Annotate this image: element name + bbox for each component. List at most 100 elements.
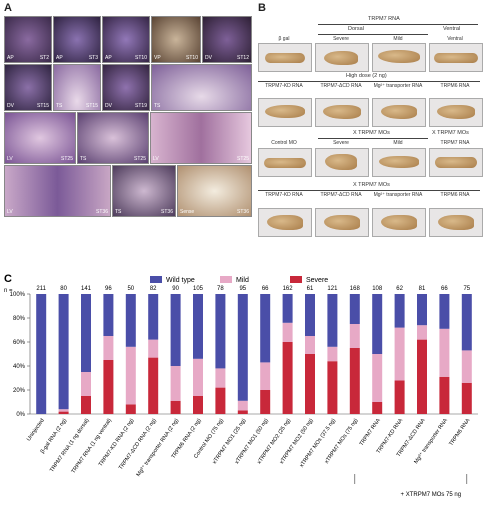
embryo-tile [372,43,426,72]
legend-label: Mild [236,277,249,284]
bar-mild [282,322,293,342]
n-value: 66 [262,286,269,292]
panel-a-letter: A [4,2,12,14]
view-label: Sense [180,209,195,215]
legend-swatch [150,276,162,283]
n-value: 162 [283,286,294,292]
n-value: 168 [350,286,361,292]
bar-severe [461,382,472,414]
n-value: 90 [172,286,179,292]
bar-severe [372,402,383,414]
n-value: 62 [396,286,403,292]
bar-wild-type [148,294,159,340]
category-label: TRPM6 RNA [448,417,471,447]
panel-b-group-ventral: Ventral [443,26,461,32]
bar-mild [461,350,472,383]
panel-b-header-line [318,24,478,25]
embryo-tile [258,208,312,237]
in-situ-image-tile: LV ST25 [4,112,76,164]
bar-severe [215,387,226,414]
view-label: LV [7,156,13,162]
tile-label-d1: Control MO [271,140,297,146]
embryo-image [437,105,475,119]
panel-b-letter: B [258,2,266,14]
view-label: VP [154,55,161,61]
embryo-tile [258,98,312,127]
bar-severe [58,411,69,414]
bar-wild-type [81,294,91,372]
bar-wild-type [461,294,472,351]
tile-label-c1: TRPM7-KD RNA [265,83,303,89]
stage-label: ST2 [39,55,49,61]
bar-severe [439,376,450,414]
view-label: LV [153,156,159,162]
bar-wild-type [439,294,450,329]
stage-label: ST15 [86,103,98,109]
in-situ-image-tile: AP ST2 [4,16,52,63]
legend-swatch [290,276,302,283]
panel-b-row3-group2: X TRPM7 MOs [432,130,469,136]
stage-label: ST10 [135,55,147,61]
bar-severe [125,404,136,414]
category-label: Uninjected [26,418,46,443]
bar-mild [193,358,203,396]
n-value: 61 [307,286,314,292]
stage-label: ST3 [88,55,98,61]
in-situ-image-tile: Sense ST36 [177,165,252,217]
embryo-tile [315,208,369,237]
stage-label: ST15 [37,103,49,109]
view-label: DV [7,103,14,109]
bar-mild [125,346,136,405]
panel-b-header-trpm7: TRPM7 RNA [368,16,400,22]
bar-mild [349,324,360,348]
bar-wild-type [349,294,360,324]
stage-label: ST36 [237,209,249,215]
embryo-tile [258,148,312,177]
tile-label-e3: Mg²⁺ transporter RNA [373,192,423,198]
n-value: 211 [36,286,46,292]
category-label: TRPM7 RNA [359,417,382,447]
in-situ-image-tile: AP ST10 [102,16,150,63]
bar-wild-type [193,294,203,359]
bar-severe [282,342,293,414]
category-label: TRPM7 RNA (1 ng ventral) [71,418,114,475]
in-situ-image-tile: DV ST19 [102,64,150,111]
embryo-image [324,215,360,230]
stage-label: ST25 [134,156,146,162]
panel-a-image-grid: AP ST2 AP ST3 AP ST10 VP ST10 DV ST12 DV ST15 TS ST15… [4,16,252,269]
view-label: DV [105,103,112,109]
in-situ-image-tile: VP ST10 [151,16,201,63]
bar-mild [103,336,114,360]
bar-mild [170,366,181,401]
bar-wild-type [394,294,405,328]
view-label: AP [7,55,14,61]
bar-severe [148,357,159,414]
stage-label: ST25 [61,156,73,162]
in-situ-image-tile: TS [151,64,252,111]
y-tick-label: 80% [13,316,26,322]
bar-wild-type [170,294,181,366]
stage-label: ST36 [96,209,108,215]
bar-wild-type [372,294,383,354]
view-label: DV [205,55,212,61]
embryo-image [267,215,303,230]
in-situ-image-tile: LV ST25 [150,112,252,164]
n-value: 66 [441,286,448,292]
y-tick-label: 40% [13,364,26,370]
bar-severe [305,354,315,414]
view-label: TS [80,156,87,162]
bar-mild [58,409,69,412]
embryo-tile [258,43,312,72]
stage-label: ST10 [186,55,198,61]
in-situ-image-tile: DV ST12 [202,16,252,63]
n-value: 121 [327,286,338,292]
embryo-image [381,215,417,230]
panel-b-group-dorsal: Dorsal [348,26,364,32]
bar-wild-type [215,294,226,369]
embryo-tile [429,148,483,177]
view-label: AP [56,55,63,61]
bar-wild-type [103,294,114,336]
legend-label: Severe [306,277,328,284]
panel-b-high-dose: High dose (2 ng) [346,73,387,79]
